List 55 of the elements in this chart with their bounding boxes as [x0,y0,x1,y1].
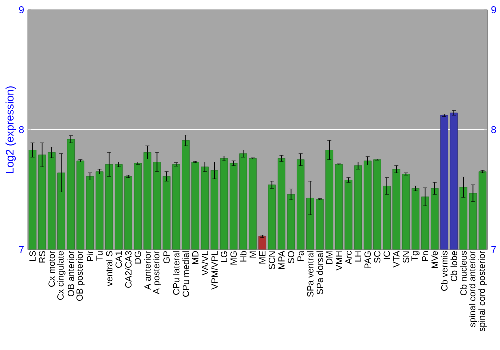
x-tick-label: CA2/CA3 [125,252,132,288]
x-tick-label: Hb [240,252,247,262]
x-tick-label: LS [30,252,36,262]
x-tick-label: MD [192,252,199,264]
x-tick-label: LH [355,252,362,262]
x-tick-label: GP [164,252,170,264]
x-tick-label: Pir [86,251,94,262]
x-tick-label: Cb vermis [441,251,448,292]
y2-tick-label: 9 [492,6,496,14]
x-tick-label: VA/VL [202,251,208,276]
x-tick-label: SN [403,252,410,264]
x-tick-label: Pa [298,251,304,262]
x-tick-label: ME [259,252,266,264]
x-tick-label: Cb lobe [450,252,458,282]
x-tick-label: OB posterior [76,251,85,302]
y-tick-label: 8 [19,126,24,134]
x-tick-label: ventral S [106,252,113,287]
x-tick-label: DM [326,252,333,264]
y-axis-title: Log2 (expression) [6,86,16,174]
x-tick-label: Pn [422,252,428,262]
x-tick-label: RS [39,252,46,263]
x-tick-label: OB anterior [68,251,74,297]
x-tick-label: VPM/VPL [211,251,218,290]
x-tick-label: DG [134,252,142,264]
x-tick-label: VTA [394,251,400,268]
x-tick-label: spinal cord posterior [478,251,487,332]
x-tick-label: SCN [268,252,276,270]
x-tick-label: Arc [346,251,352,265]
x-tick-label: VMH [336,252,342,272]
x-tick-label: Cb nucleus [460,251,467,296]
y2-tick-label: 7 [492,246,496,254]
x-tick-label: SPa dorsal [316,252,324,295]
y2-tick-label: 8 [492,126,496,134]
x-tick-label: IC [384,251,390,260]
y-tick-label: 9 [19,6,24,14]
x-tick-label: M [250,252,256,258]
x-tick-label: SO [288,252,294,264]
x-tick-label: MPA [278,251,285,270]
x-tick-label: MVe [432,252,438,268]
x-tick-label: SC [374,251,381,264]
x-tick-label: CPu medial [182,252,190,298]
x-tick-label: Tg [412,252,420,262]
y-tick-label: 7 [19,246,24,254]
x-tick-label: MG [230,252,238,265]
x-tick-label: SPa ventral [307,252,314,298]
x-tick-label: CPu lateral [173,252,180,296]
x-tick-label: Tu [96,252,103,262]
x-tick-label: A posterior [153,251,162,295]
x-tick-label: spinal cord anterior [469,251,478,328]
x-tick-label: A anterior [144,251,151,290]
x-tick-label: CA1 [116,252,122,268]
x-tick-label: LG [221,252,228,262]
x-tick-label: Cx motor [48,251,56,288]
x-tick-label: PAG [364,252,372,269]
x-tick-label: Cx cingulate [57,252,66,300]
